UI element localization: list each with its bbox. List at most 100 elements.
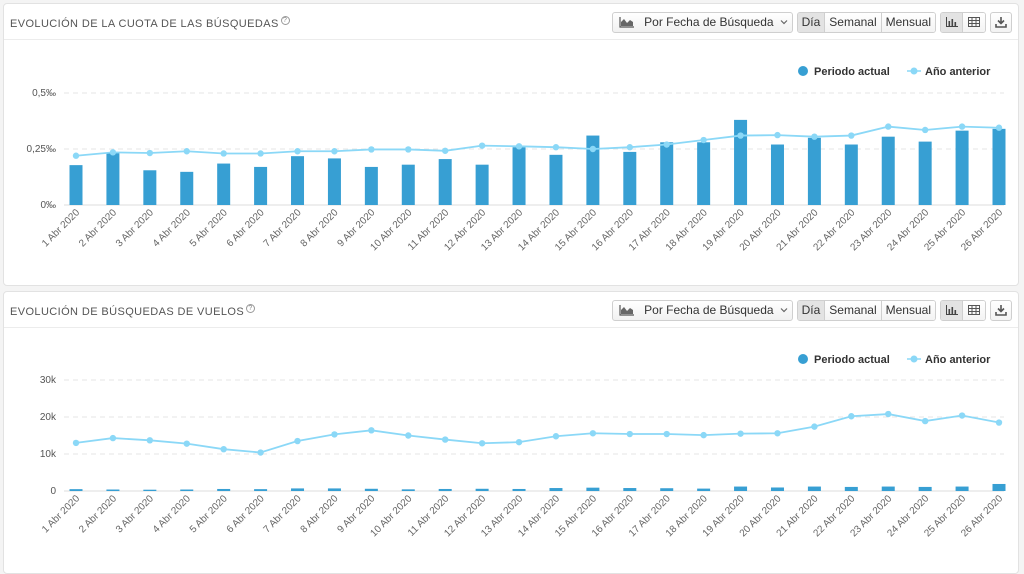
bar	[623, 151, 637, 205]
bar	[475, 488, 489, 491]
panel-header: Evolución de búsquedas de vuelos? Por Fe…	[4, 292, 1018, 328]
line-point	[478, 142, 486, 149]
date-type-dropdown[interactable]: Por Fecha de Búsqueda	[612, 299, 793, 321]
period-day-button[interactable]: Día	[797, 300, 826, 320]
download-button[interactable]	[990, 299, 1012, 321]
line-point	[700, 431, 707, 439]
x-tick-label: 2 Abr 2020	[77, 207, 119, 249]
period-week-button[interactable]: Semanal	[825, 300, 882, 320]
x-tick-label: 7 Abr 2020	[262, 207, 304, 249]
download-icon	[995, 16, 1007, 28]
flight-searches-panel: Evolución de búsquedas de vuelos? Por Fe…	[3, 291, 1019, 574]
bar	[992, 483, 1006, 491]
bar-view-button[interactable]	[941, 300, 963, 320]
bar	[770, 487, 784, 491]
x-tick-label: 4 Abr 2020	[151, 493, 193, 535]
bar	[254, 166, 268, 205]
line-point	[737, 132, 744, 139]
line-point	[995, 124, 1003, 131]
y-tick-label: 20k	[40, 412, 57, 423]
bar	[807, 137, 821, 205]
panel-header: Evolución de la cuota de las búsquedas? …	[4, 4, 1018, 40]
line-point	[589, 145, 597, 153]
line-point	[774, 430, 781, 437]
x-tick-label: 5 Abr 2020	[188, 207, 230, 249]
bar	[106, 153, 120, 205]
y-tick-label: 30k	[40, 375, 57, 386]
period-week-button[interactable]: Semanal	[825, 12, 882, 32]
line-point	[294, 148, 301, 155]
download-button[interactable]	[990, 11, 1012, 33]
period-month-button[interactable]: Mensual	[881, 300, 935, 320]
x-tick-label: 6 Abr 2020	[225, 493, 267, 535]
legend-label-current: Periodo actual	[814, 66, 890, 78]
line-point	[257, 449, 264, 456]
bar	[69, 489, 83, 491]
period-selector: Día Semanal Mensual	[796, 11, 936, 33]
bar	[955, 486, 969, 491]
chevron-down-icon	[780, 308, 788, 313]
line-point	[72, 152, 80, 159]
x-tick-label: 5 Abr 2020	[188, 493, 230, 535]
bar	[586, 487, 600, 491]
line-point	[885, 123, 892, 130]
bar	[549, 488, 563, 491]
line-point	[848, 413, 855, 420]
bar	[660, 488, 674, 491]
bar	[401, 164, 415, 205]
bar	[844, 144, 858, 205]
line-point	[921, 417, 929, 425]
line-point	[442, 436, 449, 443]
legend-label-previous: Año anterior	[925, 354, 991, 366]
line-point	[405, 146, 412, 153]
bar	[364, 488, 378, 491]
bar	[438, 159, 452, 205]
bar-chart-icon	[945, 17, 958, 27]
help-icon[interactable]: ?	[280, 16, 290, 25]
bar-view-button[interactable]	[941, 12, 963, 32]
bar	[881, 136, 895, 205]
line-point	[257, 150, 264, 157]
x-tick-label: 8 Abr 2020	[299, 207, 341, 249]
period-day-button[interactable]: Día	[797, 12, 826, 32]
line-series	[75, 413, 1000, 454]
bar	[291, 488, 305, 491]
help-icon[interactable]: ?	[246, 304, 256, 313]
bar	[180, 489, 194, 491]
view-selector	[940, 299, 986, 321]
bar	[475, 164, 489, 205]
bar	[844, 486, 858, 491]
panel-title: Evolución de búsquedas de vuelos?	[10, 304, 256, 318]
line-point	[368, 146, 375, 153]
line-point	[552, 144, 560, 151]
period-month-button[interactable]: Mensual	[881, 12, 935, 32]
bar	[512, 488, 526, 491]
line-point	[921, 126, 929, 134]
area-chart-icon	[619, 304, 635, 316]
bar	[512, 147, 526, 205]
line-point	[589, 430, 597, 437]
date-type-dropdown[interactable]: Por Fecha de Búsqueda	[612, 11, 793, 33]
line-point	[146, 437, 154, 444]
bar	[291, 156, 305, 205]
line-point	[958, 123, 966, 130]
line-point	[220, 445, 227, 453]
x-tick-label: 1 Abr 2020	[40, 493, 82, 535]
legend-marker-previous	[910, 355, 918, 363]
line-point	[478, 440, 486, 447]
line-point	[811, 423, 818, 430]
y-tick-label: 0,5‰	[32, 88, 56, 99]
line-point	[183, 440, 190, 447]
line-point	[72, 439, 80, 447]
table-view-button[interactable]	[963, 300, 985, 320]
line-point	[958, 412, 966, 419]
table-view-button[interactable]	[963, 12, 985, 32]
chart-controls: Por Fecha de Búsqueda Día Semanal Mensua…	[612, 299, 1012, 321]
line-point	[848, 132, 855, 139]
bar	[623, 488, 637, 491]
bar	[180, 171, 194, 205]
line-point	[146, 149, 154, 157]
chart-controls: Por Fecha de Búsqueda Día Semanal Mensua…	[612, 11, 1012, 33]
